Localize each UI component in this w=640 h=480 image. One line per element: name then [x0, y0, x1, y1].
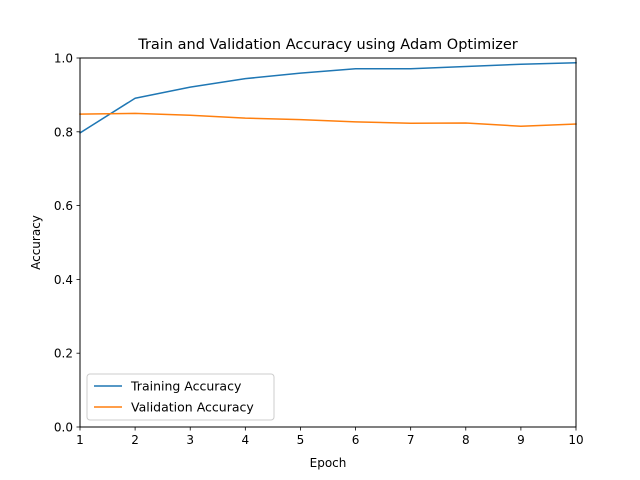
- y-axis-label: Accuracy: [29, 215, 43, 270]
- x-tick-label: 4: [242, 433, 250, 447]
- x-tick-label: 9: [517, 433, 525, 447]
- legend-label-training: Training Accuracy: [130, 379, 242, 394]
- series-layer: [78, 62, 577, 134]
- y-axis: 0.0 0.2 0.4 0.6 0.8 1.0: [54, 52, 80, 435]
- x-tick-label: 6: [352, 433, 360, 447]
- legend: Training Accuracy Validation Accuracy: [86, 373, 275, 421]
- plot-frame: [79, 57, 577, 428]
- series-line-validation: [79, 112, 577, 128]
- legend-box: [86, 373, 275, 421]
- x-tick-label: 8: [462, 433, 470, 447]
- x-tick-label: 1: [76, 433, 84, 447]
- y-tick-label: 0.2: [54, 347, 73, 361]
- y-tick-label: 0.0: [54, 421, 73, 435]
- x-axis-label: Epoch: [310, 456, 347, 470]
- x-axis: 1 2 3 4 5 6 7 8 9 10: [76, 427, 584, 447]
- x-tick-label: 5: [297, 433, 305, 447]
- legend-label-validation: Validation Accuracy: [131, 400, 254, 415]
- y-tick-label: 0.8: [54, 125, 73, 139]
- x-tick-label: 2: [131, 433, 139, 447]
- chart-title: Train and Validation Accuracy using Adam…: [137, 37, 518, 53]
- x-tick-label: 7: [407, 433, 415, 447]
- y-tick-label: 1.0: [54, 52, 73, 66]
- y-tick-label: 0.6: [54, 199, 73, 213]
- series-line-training: [78, 62, 577, 134]
- x-tick-label: 10: [568, 433, 583, 447]
- y-tick-label: 0.4: [54, 273, 73, 287]
- x-tick-label: 3: [186, 433, 194, 447]
